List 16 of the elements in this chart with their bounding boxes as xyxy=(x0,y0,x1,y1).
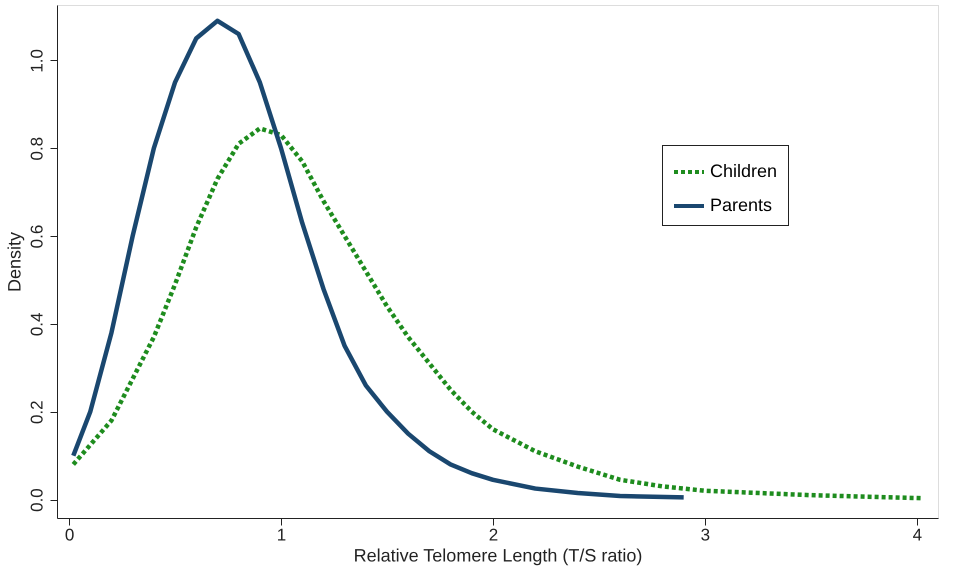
x-axis-title: Relative Telomere Length (T/S ratio) xyxy=(354,546,642,566)
x-tick-label: 2 xyxy=(488,526,498,544)
y-tick-label: 0.6 xyxy=(28,224,46,248)
y-tick-label: 0.2 xyxy=(28,400,46,424)
x-tick-label: 1 xyxy=(276,526,286,544)
y-axis-title: Density xyxy=(4,232,24,292)
x-tick-label: 3 xyxy=(700,526,710,544)
y-tick-label: 0.0 xyxy=(28,488,46,512)
y-tick-label: 0.4 xyxy=(28,312,46,336)
y-tick-label: 1.0 xyxy=(28,49,46,73)
legend-label: Parents xyxy=(710,195,772,215)
line-series xyxy=(71,18,686,500)
y-tick-label: 0.8 xyxy=(28,136,46,161)
legend-label: Children xyxy=(710,161,778,181)
x-tick-label: 0 xyxy=(64,526,74,544)
x-tick-label: 4 xyxy=(912,526,922,544)
